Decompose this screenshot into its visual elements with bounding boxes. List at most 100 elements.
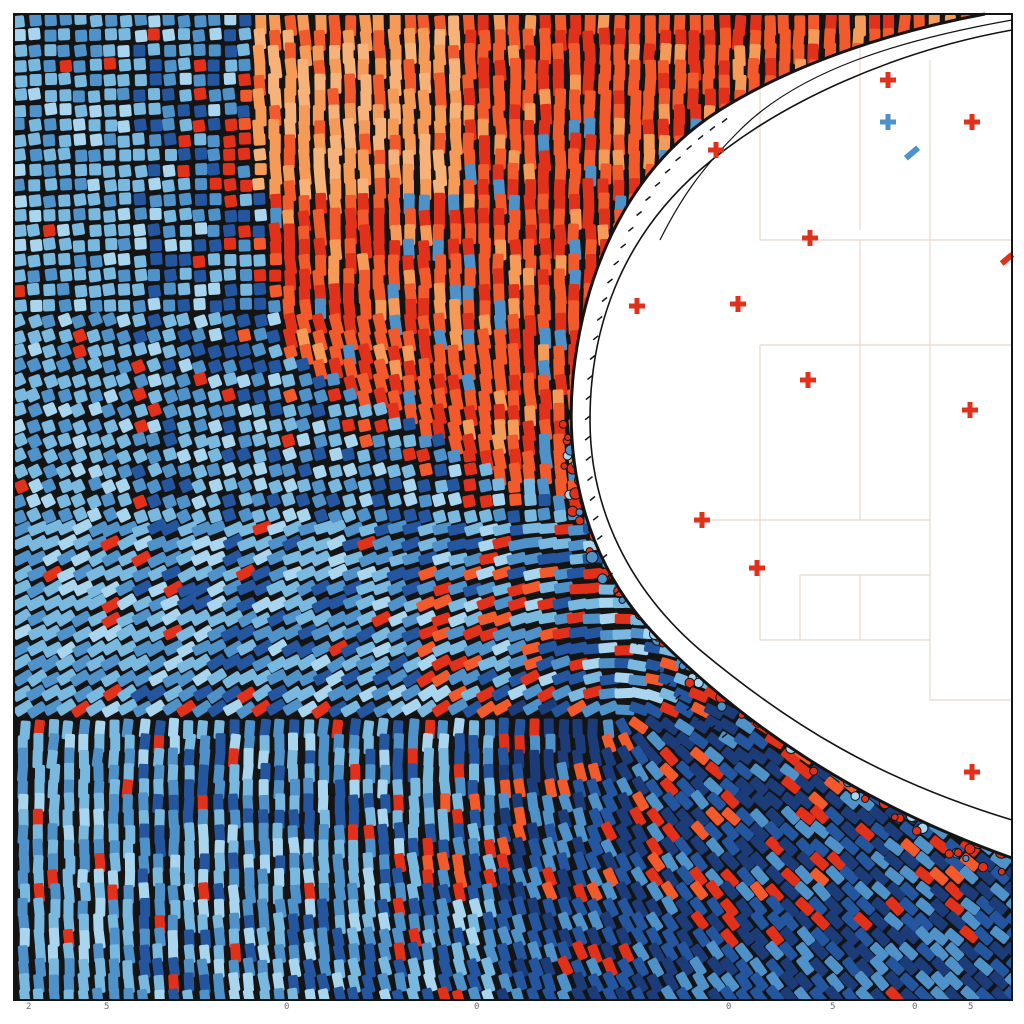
mosaic-tile xyxy=(163,268,178,282)
mosaic-tile xyxy=(177,404,192,419)
mosaic-tile xyxy=(117,252,131,266)
mosaic-tile xyxy=(342,566,363,582)
mosaic-tile xyxy=(72,534,93,550)
mosaic-tile xyxy=(117,283,131,296)
mosaic-tile xyxy=(193,43,206,57)
mosaic-tile xyxy=(209,193,222,206)
mosaic-tile xyxy=(87,178,101,192)
mosaic-tile xyxy=(446,478,461,492)
mosaic-tile xyxy=(132,313,146,328)
mosaic-tile xyxy=(88,401,103,416)
mosaic-tile xyxy=(552,58,565,81)
mosaic-tile xyxy=(410,777,421,797)
mosaic-tile xyxy=(359,14,372,35)
mosaic-tile xyxy=(222,162,236,176)
mosaic-tile xyxy=(87,239,101,252)
mosaic-tile xyxy=(56,463,71,479)
mosaic-tile xyxy=(207,148,221,162)
mosaic-tile xyxy=(147,535,168,551)
mosaic-tile xyxy=(268,534,289,550)
mosaic-tile xyxy=(327,611,348,628)
cross-marker-bar xyxy=(885,72,891,88)
mosaic-tile xyxy=(79,808,90,828)
mosaic-tile xyxy=(117,120,131,133)
mosaic-pebble xyxy=(962,854,970,863)
mosaic-tile xyxy=(386,566,407,582)
mosaic-tile xyxy=(251,565,272,582)
mosaic-tile xyxy=(371,596,392,611)
mosaic-tile xyxy=(117,45,130,58)
mosaic-tile xyxy=(463,462,478,476)
mosaic-tile xyxy=(243,822,254,842)
mosaic-tile xyxy=(89,255,103,268)
mosaic-tile xyxy=(251,342,267,357)
mosaic-tile xyxy=(56,566,77,583)
mosaic-tile xyxy=(356,252,371,275)
mosaic-tile xyxy=(303,793,314,813)
mosaic-tile xyxy=(193,59,207,73)
mosaic-tile xyxy=(179,239,192,253)
mosaic-tile xyxy=(627,133,640,155)
mosaic-tile xyxy=(177,593,198,611)
mosaic-tile xyxy=(59,89,72,102)
mosaic-tile xyxy=(116,87,130,101)
mosaic-tile xyxy=(193,87,207,101)
mosaic-tile xyxy=(237,478,253,493)
mosaic-tile xyxy=(434,192,445,214)
mosaic-tile xyxy=(373,508,388,523)
mosaic-tile xyxy=(117,403,132,419)
mosaic-tile xyxy=(614,613,634,624)
mosaic-tile xyxy=(176,373,191,388)
mosaic-tile xyxy=(448,404,462,427)
mosaic-tile xyxy=(147,565,169,581)
mosaic-tile xyxy=(192,29,206,43)
mosaic-tile xyxy=(89,449,104,464)
mosaic-tile xyxy=(312,464,327,479)
mosaic-tile xyxy=(448,72,461,95)
mosaic-tile xyxy=(539,327,552,350)
mosaic-tile xyxy=(70,478,86,494)
mosaic-tile xyxy=(236,43,250,57)
mosaic-pebble xyxy=(575,516,585,526)
mosaic-tile xyxy=(343,580,364,596)
mosaic-tile xyxy=(237,388,251,403)
mosaic-tile xyxy=(298,388,313,402)
edge-label: 0 xyxy=(474,1002,480,1012)
mosaic-tile xyxy=(237,105,250,118)
mosaic-tile xyxy=(207,344,222,359)
mosaic-tile xyxy=(15,75,28,88)
mosaic-tile xyxy=(133,342,148,357)
mosaic-tile xyxy=(239,14,252,27)
mosaic-tile xyxy=(252,177,265,191)
mosaic-tile xyxy=(164,44,177,57)
mosaic-tile xyxy=(401,464,416,479)
mosaic-tile xyxy=(43,579,64,597)
mosaic-tile xyxy=(327,478,343,494)
mosaic-tile xyxy=(58,208,71,222)
mosaic-tile xyxy=(57,44,70,58)
mosaic-tile xyxy=(150,252,163,266)
mosaic-tile xyxy=(295,357,310,372)
mosaic-tile xyxy=(510,133,522,155)
mosaic-tile xyxy=(222,419,237,434)
mosaic-tile xyxy=(146,328,161,344)
mosaic-tile xyxy=(193,448,208,463)
mosaic-tile xyxy=(88,285,102,299)
mosaic-tile xyxy=(14,565,34,582)
mosaic-tile xyxy=(283,478,298,493)
mosaic-tile xyxy=(312,447,327,461)
mosaic-tile xyxy=(176,494,191,510)
mosaic-tile xyxy=(206,580,228,598)
mosaic-tile xyxy=(162,447,177,462)
mosaic-tile xyxy=(27,447,42,462)
mosaic-tile xyxy=(161,565,182,581)
mosaic-tile xyxy=(417,522,438,537)
mosaic-tile xyxy=(433,565,454,581)
mosaic-tile xyxy=(312,375,327,390)
mosaic-tile xyxy=(356,535,378,551)
mosaic-tile xyxy=(57,343,72,358)
mosaic-tile xyxy=(177,328,192,343)
mosaic-tile xyxy=(146,479,162,494)
mosaic-tile xyxy=(479,552,500,566)
mosaic-tile xyxy=(192,388,207,403)
